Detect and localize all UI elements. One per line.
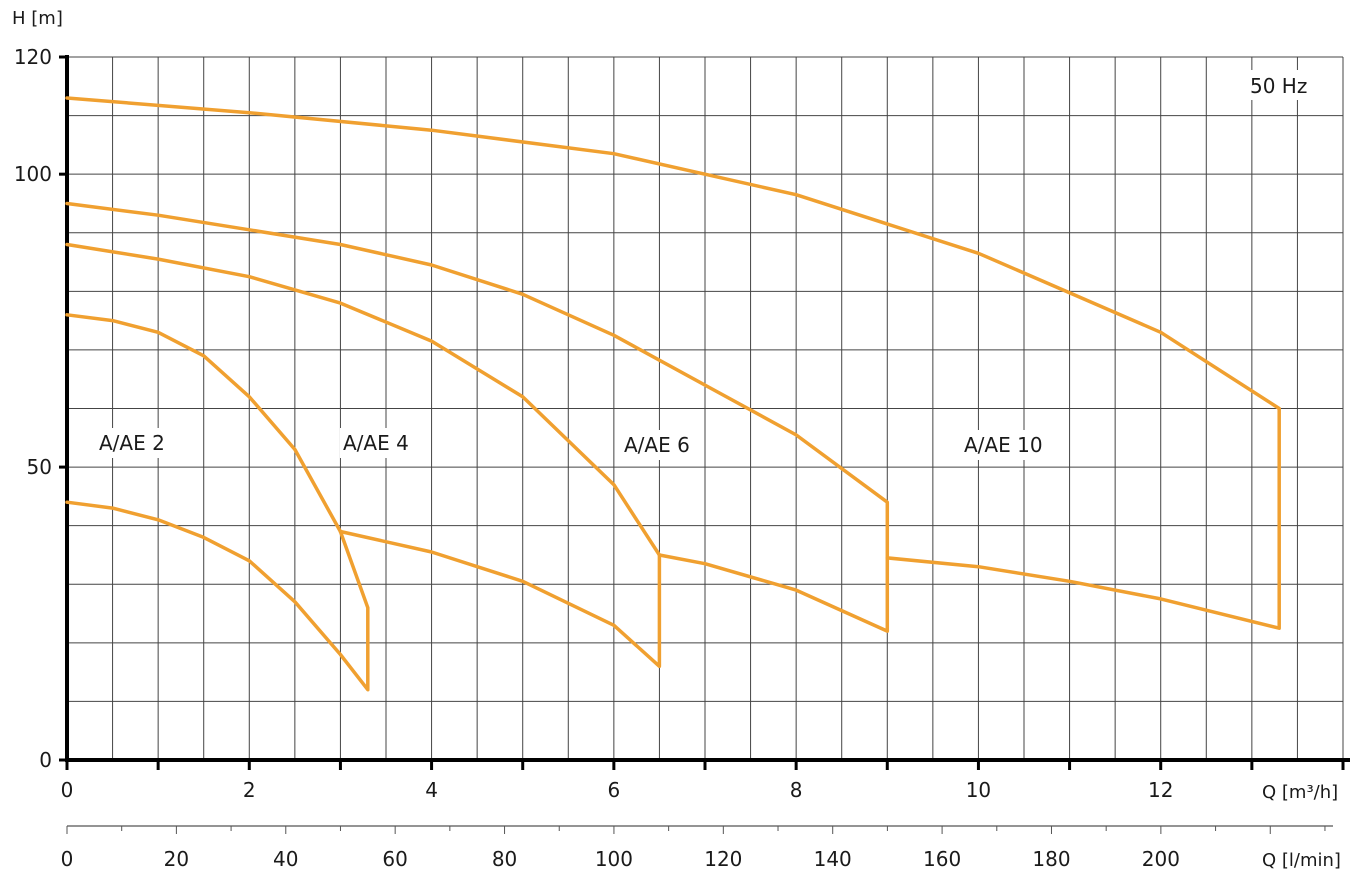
x2-tick-label: 60 — [382, 847, 407, 871]
x2-tick-label: 120 — [704, 847, 742, 871]
chart-curves — [65, 96, 1281, 692]
series-label-aae10: A/AE 10 — [964, 433, 1043, 457]
curve-series-1 — [65, 242, 662, 669]
y-tick-label: 120 — [14, 45, 52, 69]
x2-tick-label: 140 — [814, 847, 852, 871]
series-label-bg-aae10 — [961, 430, 1057, 460]
curve-series-2 — [65, 201, 890, 633]
series-label-aae2: A/AE 2 — [99, 431, 165, 455]
frequency-label-background — [1246, 70, 1318, 100]
curve-series-0 — [65, 313, 370, 692]
x2-tick-label: 0 — [61, 847, 74, 871]
x-tick-label: 2 — [243, 778, 256, 802]
series-label-aae6: A/AE 6 — [624, 433, 690, 457]
x2-tick-label: 100 — [595, 847, 633, 871]
x-tick-label: 12 — [1148, 778, 1173, 802]
x2-tick-label: 180 — [1032, 847, 1070, 871]
curve-series-3 — [65, 96, 1281, 630]
x2-tick-label: 80 — [492, 847, 517, 871]
series-label-bg-aae4 — [340, 428, 420, 458]
y-axis-label: H [m] — [12, 8, 63, 29]
y-tick-label: 100 — [14, 162, 52, 186]
chart-axes — [65, 55, 1350, 827]
x-tick-label: 0 — [61, 778, 74, 802]
series-label-bg-aae6 — [621, 430, 701, 460]
x-axis-label: Q [m³/h] — [1262, 782, 1338, 803]
x2-tick-label: 20 — [164, 847, 189, 871]
y-tick-label: 50 — [27, 455, 52, 479]
series-label-aae4: A/AE 4 — [343, 431, 409, 455]
y-tick-label: 0 — [39, 748, 52, 772]
x2-tick-label: 40 — [273, 847, 298, 871]
frequency-label: 50 Hz — [1250, 74, 1307, 98]
x-axis-secondary-label: Q [l/min] — [1262, 850, 1341, 871]
x-tick-label: 10 — [966, 778, 991, 802]
x-tick-label: 4 — [425, 778, 438, 802]
x2-tick-label: 160 — [923, 847, 961, 871]
x-tick-label: 6 — [607, 778, 620, 802]
x-tick-label: 8 — [790, 778, 803, 802]
series-label-bg-aae2 — [96, 428, 176, 458]
x2-tick-label: 200 — [1142, 847, 1180, 871]
chart-grid — [67, 56, 1344, 760]
